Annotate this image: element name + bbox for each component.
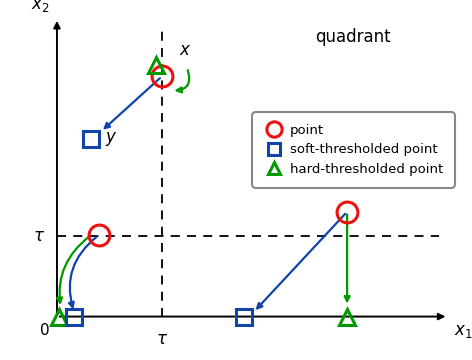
Text: $\tau$: $\tau$ (156, 330, 168, 348)
Text: $x_1$: $x_1$ (454, 323, 472, 341)
Text: $y$: $y$ (105, 130, 117, 148)
Text: $x_2$: $x_2$ (31, 0, 49, 14)
Text: $x$: $x$ (179, 41, 192, 59)
Text: quadrant: quadrant (315, 28, 391, 46)
Text: $\tau$: $\tau$ (34, 228, 45, 246)
Legend: point, soft-thresholded point, hard-thresholded point: point, soft-thresholded point, hard-thre… (256, 116, 451, 184)
Text: $0$: $0$ (39, 323, 49, 338)
